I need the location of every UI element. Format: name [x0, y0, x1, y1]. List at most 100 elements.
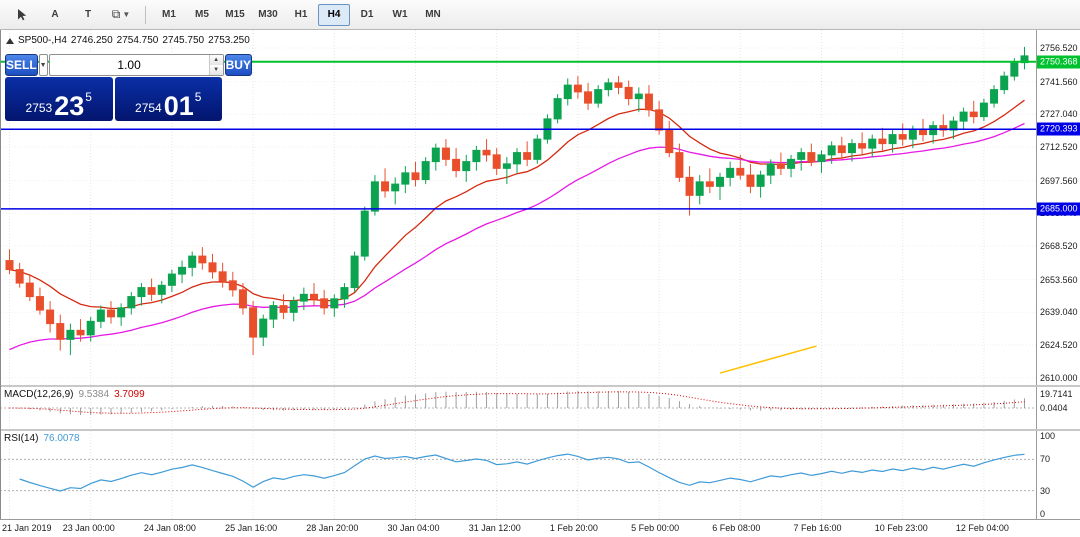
- time-axis-label: 31 Jan 12:00: [468, 523, 521, 533]
- rsi-axis-label: 70: [1040, 454, 1051, 465]
- volume-field-wrap: ▲ ▼: [48, 54, 224, 76]
- macd-value: 9.5384: [78, 389, 110, 400]
- spinner-down-icon[interactable]: ▼: [209, 65, 223, 75]
- volume-dropdown-button[interactable]: ▼: [38, 54, 48, 76]
- macd-chart[interactable]: [0, 387, 1036, 429]
- time-axis-label: 28 Jan 20:00: [306, 523, 359, 533]
- buy-button[interactable]: BUY: [224, 54, 252, 76]
- price-level-badge: 2750.368: [1037, 55, 1080, 69]
- rsi-axis-label: 30: [1040, 485, 1051, 496]
- timeframe-button-w1[interactable]: W1: [392, 9, 408, 20]
- ma-extra-line: [719, 345, 817, 374]
- bid-price-display: 2753 23 5: [5, 77, 113, 121]
- rsi-value: 76.0078: [43, 433, 80, 444]
- price-axis-label: 2697.560: [1040, 175, 1078, 186]
- volume-input[interactable]: [49, 55, 209, 75]
- sell-button[interactable]: SELL: [5, 54, 38, 76]
- price-axis-label: 2727.040: [1040, 109, 1078, 120]
- rsi-axis: 100 70 30 0: [1036, 431, 1080, 519]
- price-axis-label: 2653.560: [1040, 274, 1078, 285]
- open-value: 2746.250: [70, 35, 113, 46]
- rsi-panel: RSI(14) 76.0078 100 70 30 0: [0, 429, 1080, 519]
- ask-big-digits: 01: [163, 91, 194, 122]
- one-click-trade-widget: SELL ▼ ▲ ▼ BUY 2753 23 5 2754 01 5: [5, 54, 252, 122]
- close-value: 2753.250: [208, 35, 250, 46]
- high-value: 2754.750: [116, 35, 159, 46]
- time-axis-label: 5 Feb 00:00: [631, 523, 680, 533]
- window-collapse-icon[interactable]: [6, 37, 14, 44]
- rsi-name: RSI(14): [4, 433, 39, 444]
- macd-name: MACD(12,26,9): [4, 389, 74, 400]
- price-level-badge: 2685.000: [1037, 202, 1080, 216]
- ma-fast-line: [9, 99, 1025, 310]
- time-axis-label: 24 Jan 08:00: [143, 523, 196, 533]
- candlestick-chart[interactable]: [0, 30, 1036, 385]
- timeframe-button-h1[interactable]: H1: [294, 9, 308, 20]
- cursor-tool-button[interactable]: [6, 4, 38, 26]
- macd-axis-label: 0.0404: [1040, 403, 1068, 413]
- ask-integer: 2754: [135, 101, 162, 115]
- low-value: 2745.750: [162, 35, 205, 46]
- bid-big-digits: 23: [54, 91, 85, 122]
- timeframe-button-mn[interactable]: MN: [425, 9, 441, 20]
- rsi-axis-label: 100: [1040, 431, 1056, 441]
- time-axis[interactable]: 21 Jan 2019 23 Jan 00:00 24 Jan 08:00 25 Ja…: [0, 519, 1080, 537]
- rsi-label: RSI(14) 76.0078: [4, 433, 80, 444]
- timeframe-button-h4[interactable]: H4: [318, 3, 350, 26]
- bid-pip-digit: 5: [85, 90, 92, 104]
- price-axis-label: 2741.560: [1040, 76, 1078, 87]
- price-axis-label: 2610.000: [1040, 372, 1078, 383]
- time-axis-label: 1 Feb 20:00: [549, 523, 598, 533]
- rsi-axis-label: 0: [1040, 509, 1046, 519]
- layers-icon: ⧉: [111, 7, 121, 21]
- spinner-up-icon[interactable]: ▲: [209, 55, 223, 65]
- ma-slow-line: [9, 122, 1025, 351]
- timeframe-buttons: M1 M5 M15 M30 H1 H4 D1 W1 MN: [153, 3, 450, 26]
- rsi-line: [19, 453, 1025, 492]
- timeframe-button-m30[interactable]: M30: [258, 9, 278, 20]
- ask-price-display: 2754 01 5: [114, 77, 222, 122]
- tool-button-a[interactable]: A: [51, 9, 59, 20]
- time-axis-label: 21 Jan 2019: [2, 523, 52, 533]
- tool-button-t[interactable]: T: [84, 9, 92, 20]
- macd-axis-label: 19.7141: [1040, 389, 1073, 399]
- rsi-chart[interactable]: [0, 431, 1036, 519]
- window-border: [0, 30, 1, 519]
- volume-spinner: ▲ ▼: [208, 55, 223, 75]
- time-axis-label: 12 Feb 04:00: [955, 523, 1009, 533]
- time-axis-label: 30 Jan 04:00: [387, 523, 440, 533]
- rsi-grid: [0, 431, 1036, 519]
- macd-axis: 19.7141 0.0404: [1036, 387, 1080, 429]
- toolbar-separator: [145, 5, 146, 24]
- macd-signal-value: 3.7099: [114, 389, 145, 400]
- timeframe-button-m15[interactable]: M15: [225, 9, 245, 20]
- time-axis-label: 25 Jan 16:00: [225, 523, 278, 533]
- time-axis-label: 6 Feb 08:00: [712, 523, 761, 533]
- time-axis-label: 10 Feb 23:00: [874, 523, 928, 533]
- price-axis-label: 2668.520: [1040, 240, 1078, 251]
- chevron-down-icon: ▼: [122, 10, 131, 19]
- price-axis[interactable]: 2756.520 2741.560 2727.040 2712.520 2697.560…: [1036, 30, 1080, 385]
- time-axis-label: 7 Feb 16:00: [793, 523, 842, 533]
- timeframe-button-d1[interactable]: D1: [360, 9, 374, 20]
- main-chart-panel: SP500-,H4 2746.250 2754.750 2745.750 275…: [0, 30, 1080, 385]
- macd-histogram: [19, 391, 1025, 416]
- price-axis-label: 2639.040: [1040, 307, 1078, 318]
- candles: [5, 46, 1029, 356]
- ask-pip-digit: 5: [194, 90, 202, 104]
- price-axis-label: 2756.520: [1040, 42, 1078, 53]
- price-axis-label: 2624.520: [1040, 339, 1078, 350]
- macd-label: MACD(12,26,9) 9.5384 3.7099: [4, 389, 145, 400]
- macd-panel: MACD(12,26,9) 9.5384 3.7099 19.7141 0.0404: [0, 385, 1080, 429]
- price-axis-label: 2712.520: [1040, 141, 1078, 152]
- price-level-badge: 2720.393: [1037, 122, 1080, 136]
- timeframe-button-m5[interactable]: M5: [195, 9, 209, 20]
- chart-grid: [0, 30, 1036, 385]
- bid-integer: 2753: [25, 101, 53, 115]
- objects-list-button[interactable]: ⧉ ▼: [105, 4, 137, 26]
- timeframe-button-m1[interactable]: M1: [162, 9, 176, 20]
- chart-ohlc-header: SP500-,H4 2746.250 2754.750 2745.750 275…: [6, 35, 250, 46]
- time-axis-label: 23 Jan 00:00: [62, 523, 115, 533]
